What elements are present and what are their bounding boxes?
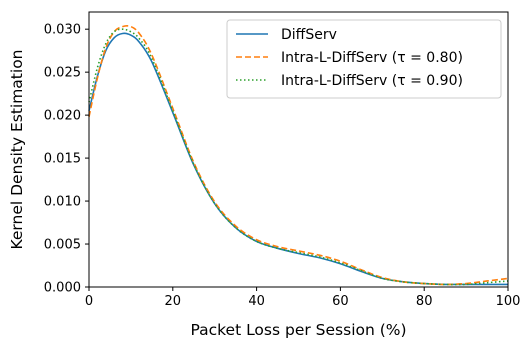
x-axis-label: Packet Loss per Session (%) [190, 321, 406, 339]
x-tick-label: 80 [416, 294, 433, 309]
y-axis-label: Kernel Density Estimation [8, 49, 26, 249]
y-tick-label: 0.015 [44, 152, 81, 167]
x-tick-label: 20 [165, 294, 182, 309]
x-tick-label: 40 [248, 294, 265, 309]
y-tick-label: 0.000 [44, 281, 81, 296]
x-axis: 0 20 40 60 80 100 [85, 287, 521, 309]
legend-label-intra-l-diffserv-090: Intra-L-DiffServ (τ = 0.90) [281, 73, 463, 89]
y-axis: 0.000 0.005 0.010 0.015 0.020 0.025 0.030 [44, 23, 89, 296]
plot-frame [88, 11, 509, 288]
x-tick-label: 0 [85, 294, 93, 309]
x-tick-label: 60 [332, 294, 349, 309]
y-tick-label: 0.030 [44, 23, 81, 38]
y-tick-label: 0.020 [44, 109, 81, 124]
y-tick-label: 0.010 [44, 195, 81, 210]
y-tick-label: 0.025 [44, 66, 81, 81]
series-line-intra-l-diffserv-090 [88, 28, 509, 286]
y-tick-label: 0.005 [44, 238, 81, 253]
series-layer [88, 25, 509, 286]
legend-label-intra-l-diffserv-080: Intra-L-DiffServ (τ = 0.80) [281, 50, 463, 66]
legend-box [226, 19, 502, 99]
legend: DiffServ Intra-L-DiffServ (τ = 0.80) Int… [226, 19, 502, 99]
legend-label-diffserv: DiffServ [281, 27, 337, 43]
x-tick-label: 100 [496, 294, 521, 309]
